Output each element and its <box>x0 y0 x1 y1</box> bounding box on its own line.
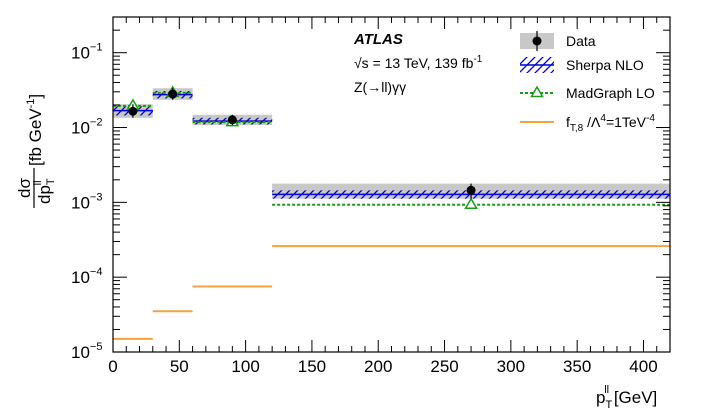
legend-entry-data: Data <box>520 31 596 51</box>
data-markers <box>126 85 478 209</box>
x-tick-label: 50 <box>170 357 189 376</box>
data-point <box>466 185 476 195</box>
x-axis-ticks: 0 50 100 150 200 250 300 350 400 <box>108 17 658 376</box>
legend-entry-madgraph: MadGraph LO <box>520 85 655 101</box>
y-label-numerator: dσ <box>15 178 34 198</box>
x-tick-label: 400 <box>629 357 657 376</box>
y-label-unit: [fb GeV-1] <box>25 94 45 166</box>
experiment-label: ATLAS <box>353 31 403 48</box>
data-point <box>128 106 138 116</box>
data-point <box>168 89 178 99</box>
x-axis-label: pTll [GeV] <box>596 384 657 411</box>
process-label: Z(→ll)γγ <box>354 79 406 95</box>
y-axis-label: dσ dpTll [fb GeV-1] <box>15 94 57 208</box>
legend-data-marker <box>532 36 542 46</box>
data-point <box>227 115 237 125</box>
energy-label: √s = 13 TeV, 139 fb-1 <box>354 54 483 71</box>
uncertainty-bands <box>113 88 670 199</box>
x-tick-label: 200 <box>364 357 392 376</box>
y-tick-label: 10−2 <box>71 117 102 138</box>
y-tick-label: 10−4 <box>71 266 102 287</box>
y-tick-label: 10−3 <box>71 191 102 212</box>
legend-label-sherpa: Sherpa NLO <box>566 57 644 73</box>
legend-entry-eft: fT,8 /Λ4=1TeV-4 <box>520 113 655 134</box>
legend: Data Sherpa NLO MadGraph LO fT,8 /Λ4=1Te… <box>520 31 655 134</box>
y-tick-label: 10−5 <box>71 341 102 362</box>
legend-madgraph-marker <box>530 85 544 98</box>
y-axis-ticks: 10−5 10−4 10−3 10−2 10−1 <box>71 29 670 362</box>
legend-entry-sherpa: Sherpa NLO <box>520 57 644 73</box>
legend-label-madgraph: MadGraph LO <box>566 85 655 101</box>
x-tick-label: 350 <box>563 357 591 376</box>
x-tick-label: 100 <box>231 357 259 376</box>
y-label-denominator: dpTll <box>32 178 57 204</box>
y-tick-label: 10−1 <box>71 42 102 63</box>
legend-label-data: Data <box>566 33 596 49</box>
x-tick-label: 150 <box>298 357 326 376</box>
x-tick-label: 250 <box>430 357 458 376</box>
x-tick-label: 0 <box>108 357 117 376</box>
madgraph-marker <box>464 197 478 209</box>
legend-label-eft: fT,8 /Λ4=1TeV-4 <box>566 113 655 134</box>
x-tick-label: 300 <box>497 357 525 376</box>
